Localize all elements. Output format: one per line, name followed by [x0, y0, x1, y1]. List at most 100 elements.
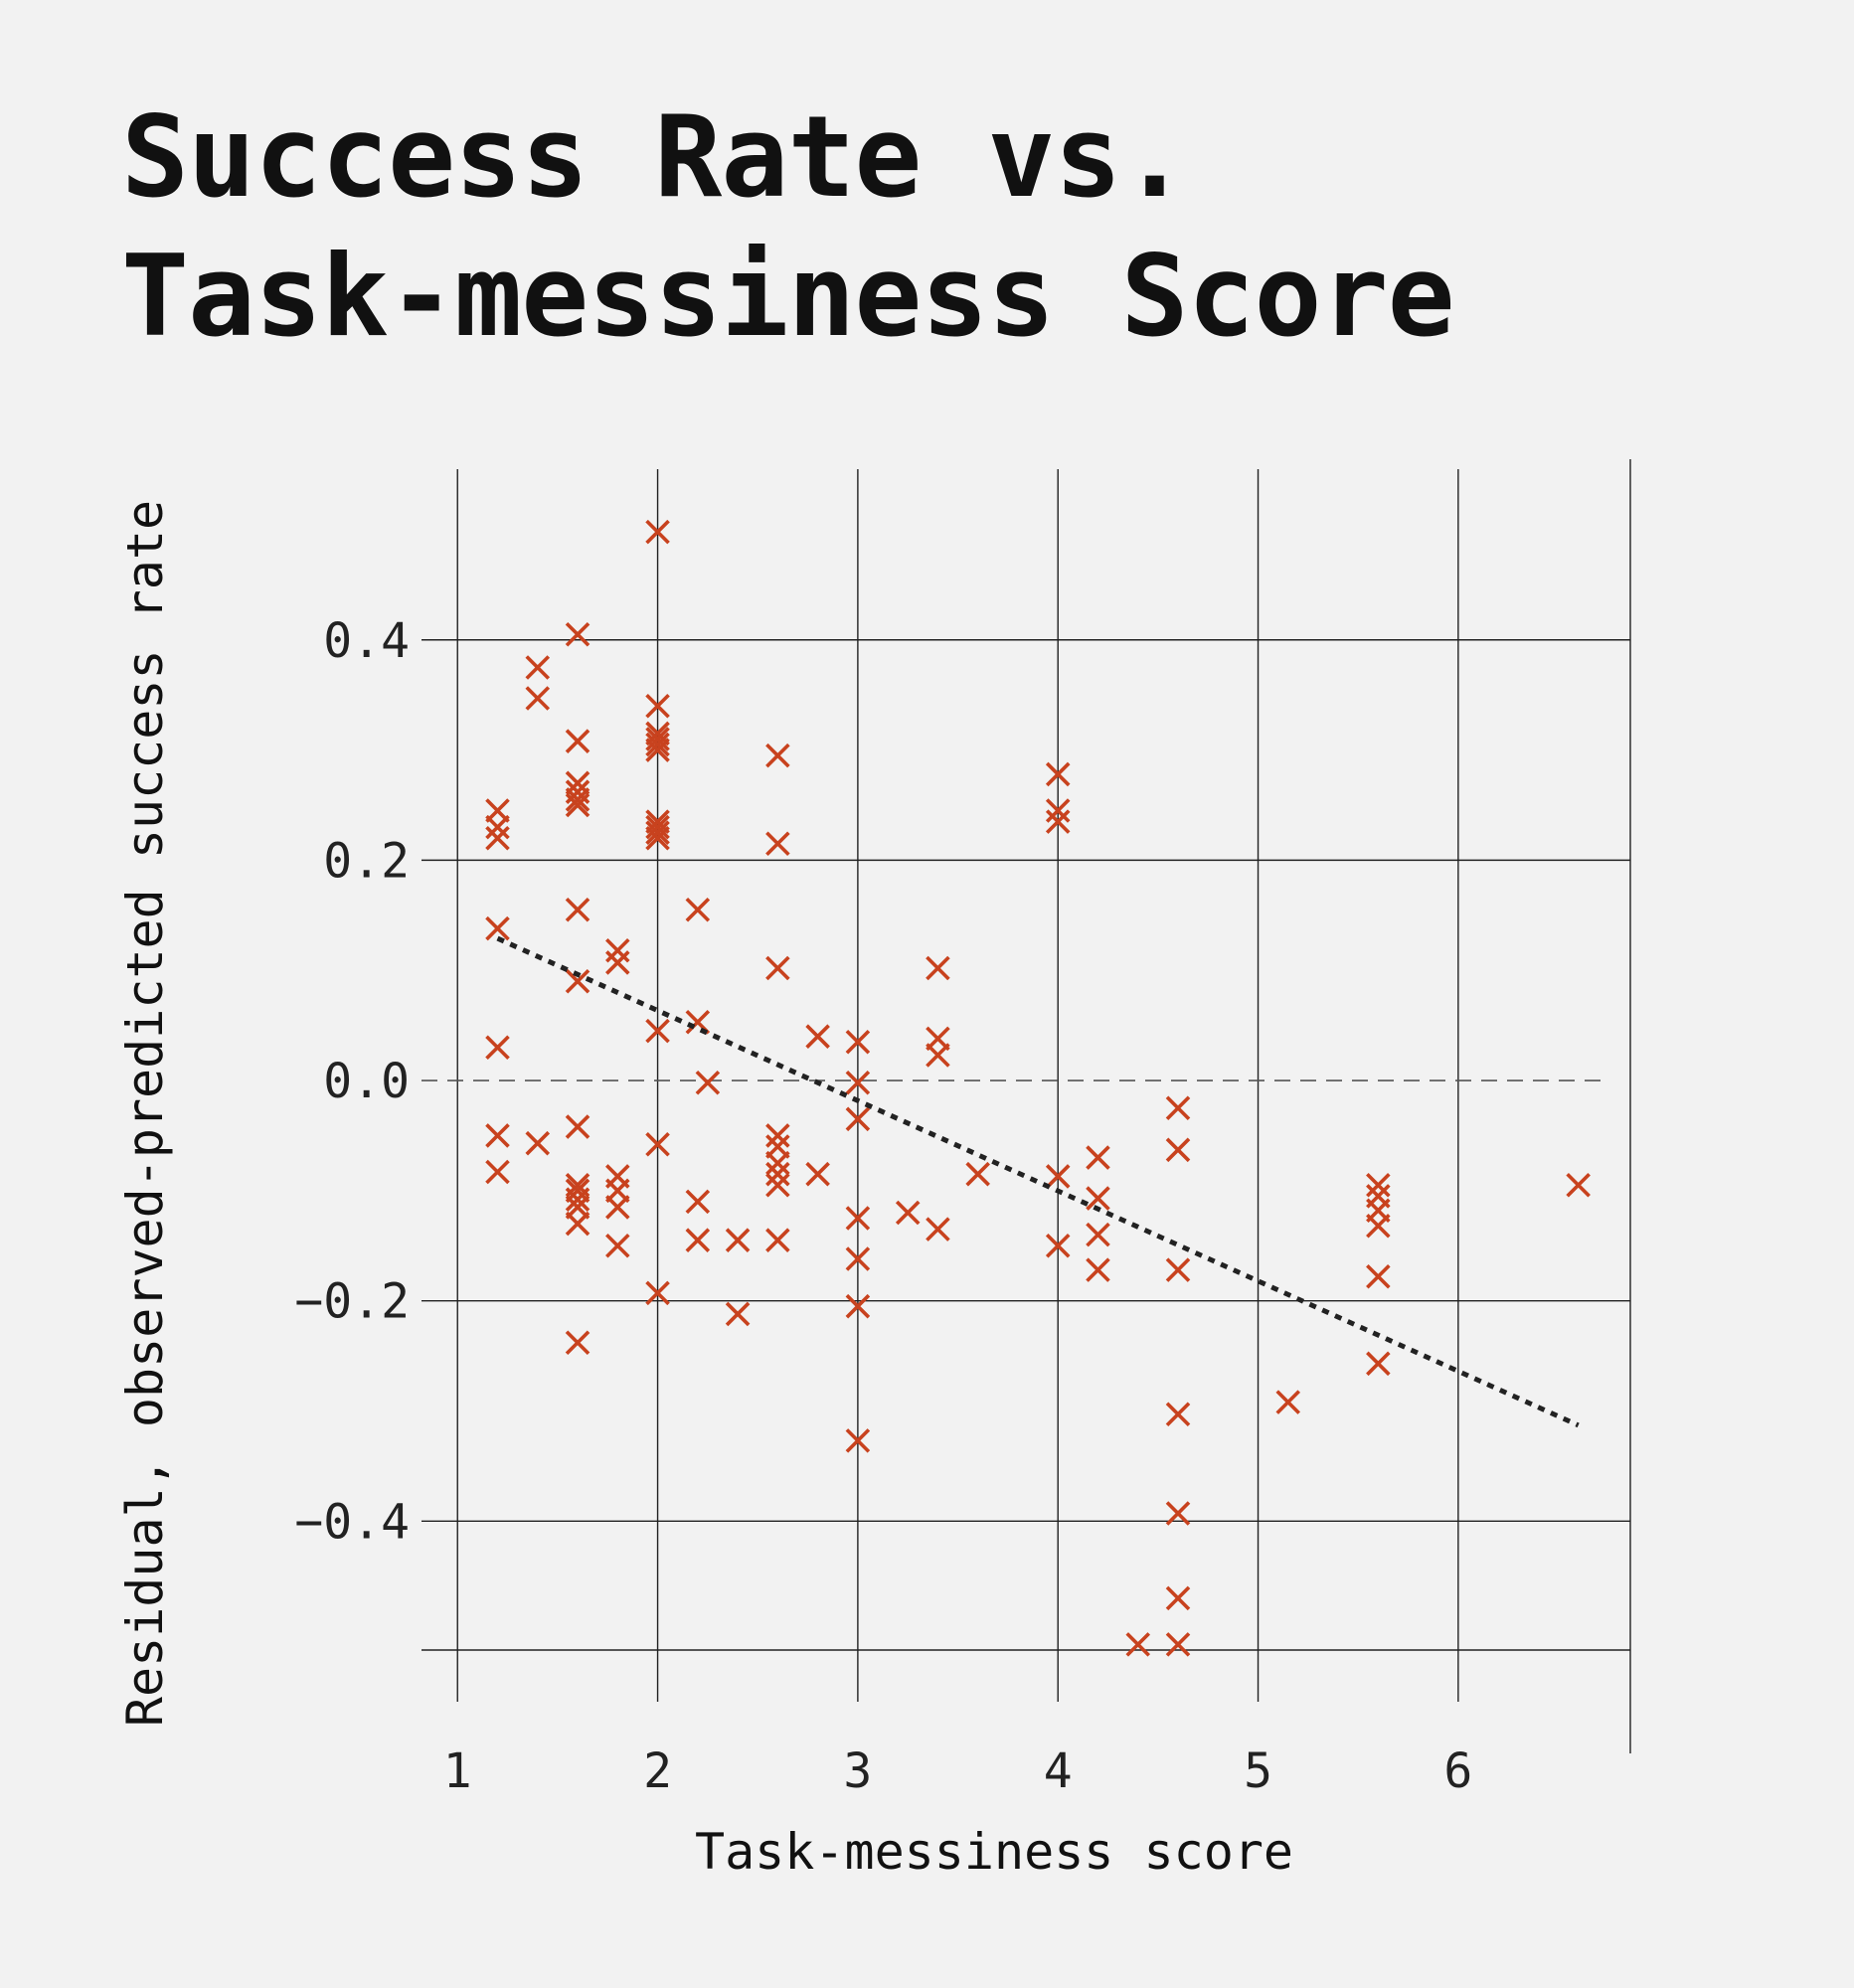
data-point-60	[805, 1024, 830, 1049]
data-point-32	[645, 693, 670, 719]
data-point-75	[1045, 761, 1071, 787]
data-point-29	[605, 1195, 630, 1220]
x-tick-labels: 1 2 3 4 5 6	[443, 1743, 1473, 1799]
data-point-64	[845, 1106, 871, 1132]
data-point-92	[1275, 1390, 1301, 1414]
data-point-87	[1165, 1257, 1191, 1282]
data-point-24	[565, 1330, 590, 1356]
data-point-44	[685, 897, 711, 922]
data-point-41	[645, 1018, 670, 1044]
data-point-90	[1165, 1585, 1191, 1611]
data-point-8	[525, 686, 551, 711]
data-point-39	[645, 820, 670, 845]
data-point-69	[895, 1200, 921, 1226]
points-layer	[485, 519, 1591, 1657]
data-point-34	[645, 727, 670, 751]
data-point-89	[1165, 1501, 1191, 1526]
data-point-5	[485, 1123, 510, 1148]
data-point-77	[1045, 809, 1071, 834]
data-point-26	[605, 950, 630, 975]
data-point-15	[565, 792, 590, 818]
data-point-68	[845, 1428, 871, 1453]
data-point-52	[765, 831, 790, 857]
data-point-43	[645, 1280, 670, 1306]
data-point-49	[725, 1228, 751, 1252]
data-point-16	[565, 897, 590, 922]
data-point-48	[695, 1070, 721, 1095]
data-point-57	[765, 1161, 790, 1187]
data-point-53	[765, 955, 790, 981]
data-point-78	[1045, 1164, 1071, 1189]
data-point-80	[1086, 1145, 1110, 1170]
data-point-31	[645, 519, 670, 545]
data-point-14	[565, 787, 590, 812]
data-point-25	[605, 937, 630, 963]
data-point-2	[485, 825, 510, 851]
data-point-35	[645, 732, 670, 757]
x-tick-label-1: 2	[643, 1743, 672, 1799]
y-tick-label-1: −0.2	[294, 1274, 410, 1330]
chart-title-line-1: Success Rate vs.	[121, 91, 1189, 223]
data-point-62	[845, 1029, 871, 1055]
data-point-47	[685, 1228, 711, 1252]
data-point-82	[1086, 1222, 1110, 1247]
data-point-30	[605, 1233, 630, 1258]
data-point-36	[645, 738, 670, 762]
x-axis-label: Task-messiness score	[695, 1823, 1293, 1881]
data-point-59	[765, 1228, 790, 1252]
data-point-11	[565, 729, 590, 753]
y-tick-label-3: 0.2	[323, 833, 410, 889]
y-tick-label-2: 0.0	[323, 1054, 410, 1109]
grid-layer	[421, 459, 1631, 1753]
data-point-61	[805, 1161, 830, 1187]
data-point-9	[525, 1130, 551, 1156]
chart-title-line-2: Task-messiness Score	[121, 231, 1455, 362]
data-point-40	[645, 825, 670, 851]
x-tick-label-5: 6	[1443, 1743, 1472, 1799]
data-point-74	[965, 1161, 990, 1187]
data-point-73	[926, 1217, 950, 1242]
data-point-97	[1366, 1263, 1391, 1289]
data-point-85	[1165, 1095, 1191, 1120]
data-point-42	[645, 1132, 670, 1157]
data-point-58	[765, 1173, 790, 1198]
y-tick-labels: −0.4 −0.2 0.0 0.2 0.4	[294, 613, 410, 1551]
data-point-91	[1165, 1632, 1191, 1657]
data-point-10	[565, 621, 590, 647]
trend-line	[496, 935, 1580, 1428]
data-point-38	[645, 814, 670, 840]
x-tick-label-4: 5	[1244, 1743, 1272, 1799]
data-point-84	[1125, 1632, 1151, 1657]
data-point-93	[1366, 1173, 1391, 1198]
chart-title: Success Rate vs. Task-messiness Score	[121, 87, 1762, 366]
data-point-72	[926, 1043, 950, 1068]
data-point-63	[845, 1070, 871, 1095]
data-point-3	[485, 915, 510, 941]
data-point-21	[565, 1187, 590, 1212]
data-point-17	[565, 969, 590, 994]
data-point-7	[525, 655, 551, 680]
data-point-86	[1165, 1137, 1191, 1163]
data-point-46	[685, 1189, 711, 1215]
data-point-56	[765, 1150, 790, 1176]
data-point-76	[1045, 798, 1071, 823]
data-point-4	[485, 1035, 510, 1061]
data-point-99	[1566, 1173, 1591, 1198]
y-tick-label-4: 0.4	[323, 613, 410, 669]
x-tick-label-2: 3	[843, 1743, 872, 1799]
data-point-81	[1086, 1186, 1110, 1211]
data-point-98	[1366, 1351, 1391, 1377]
data-point-79	[1045, 1233, 1071, 1258]
data-point-1	[485, 814, 510, 840]
data-point-6	[485, 1159, 510, 1185]
x-tick-label-0: 1	[443, 1743, 472, 1799]
data-point-67	[845, 1293, 871, 1319]
x-tick-label-3: 4	[1044, 1743, 1073, 1799]
data-point-23	[565, 1211, 590, 1237]
y-axis-label: Residual, observed-predicted success rat…	[116, 500, 174, 1727]
data-point-66	[845, 1246, 871, 1271]
y-tick-label-0: −0.4	[294, 1494, 410, 1550]
data-point-54	[765, 1123, 790, 1148]
data-point-50	[725, 1301, 751, 1327]
